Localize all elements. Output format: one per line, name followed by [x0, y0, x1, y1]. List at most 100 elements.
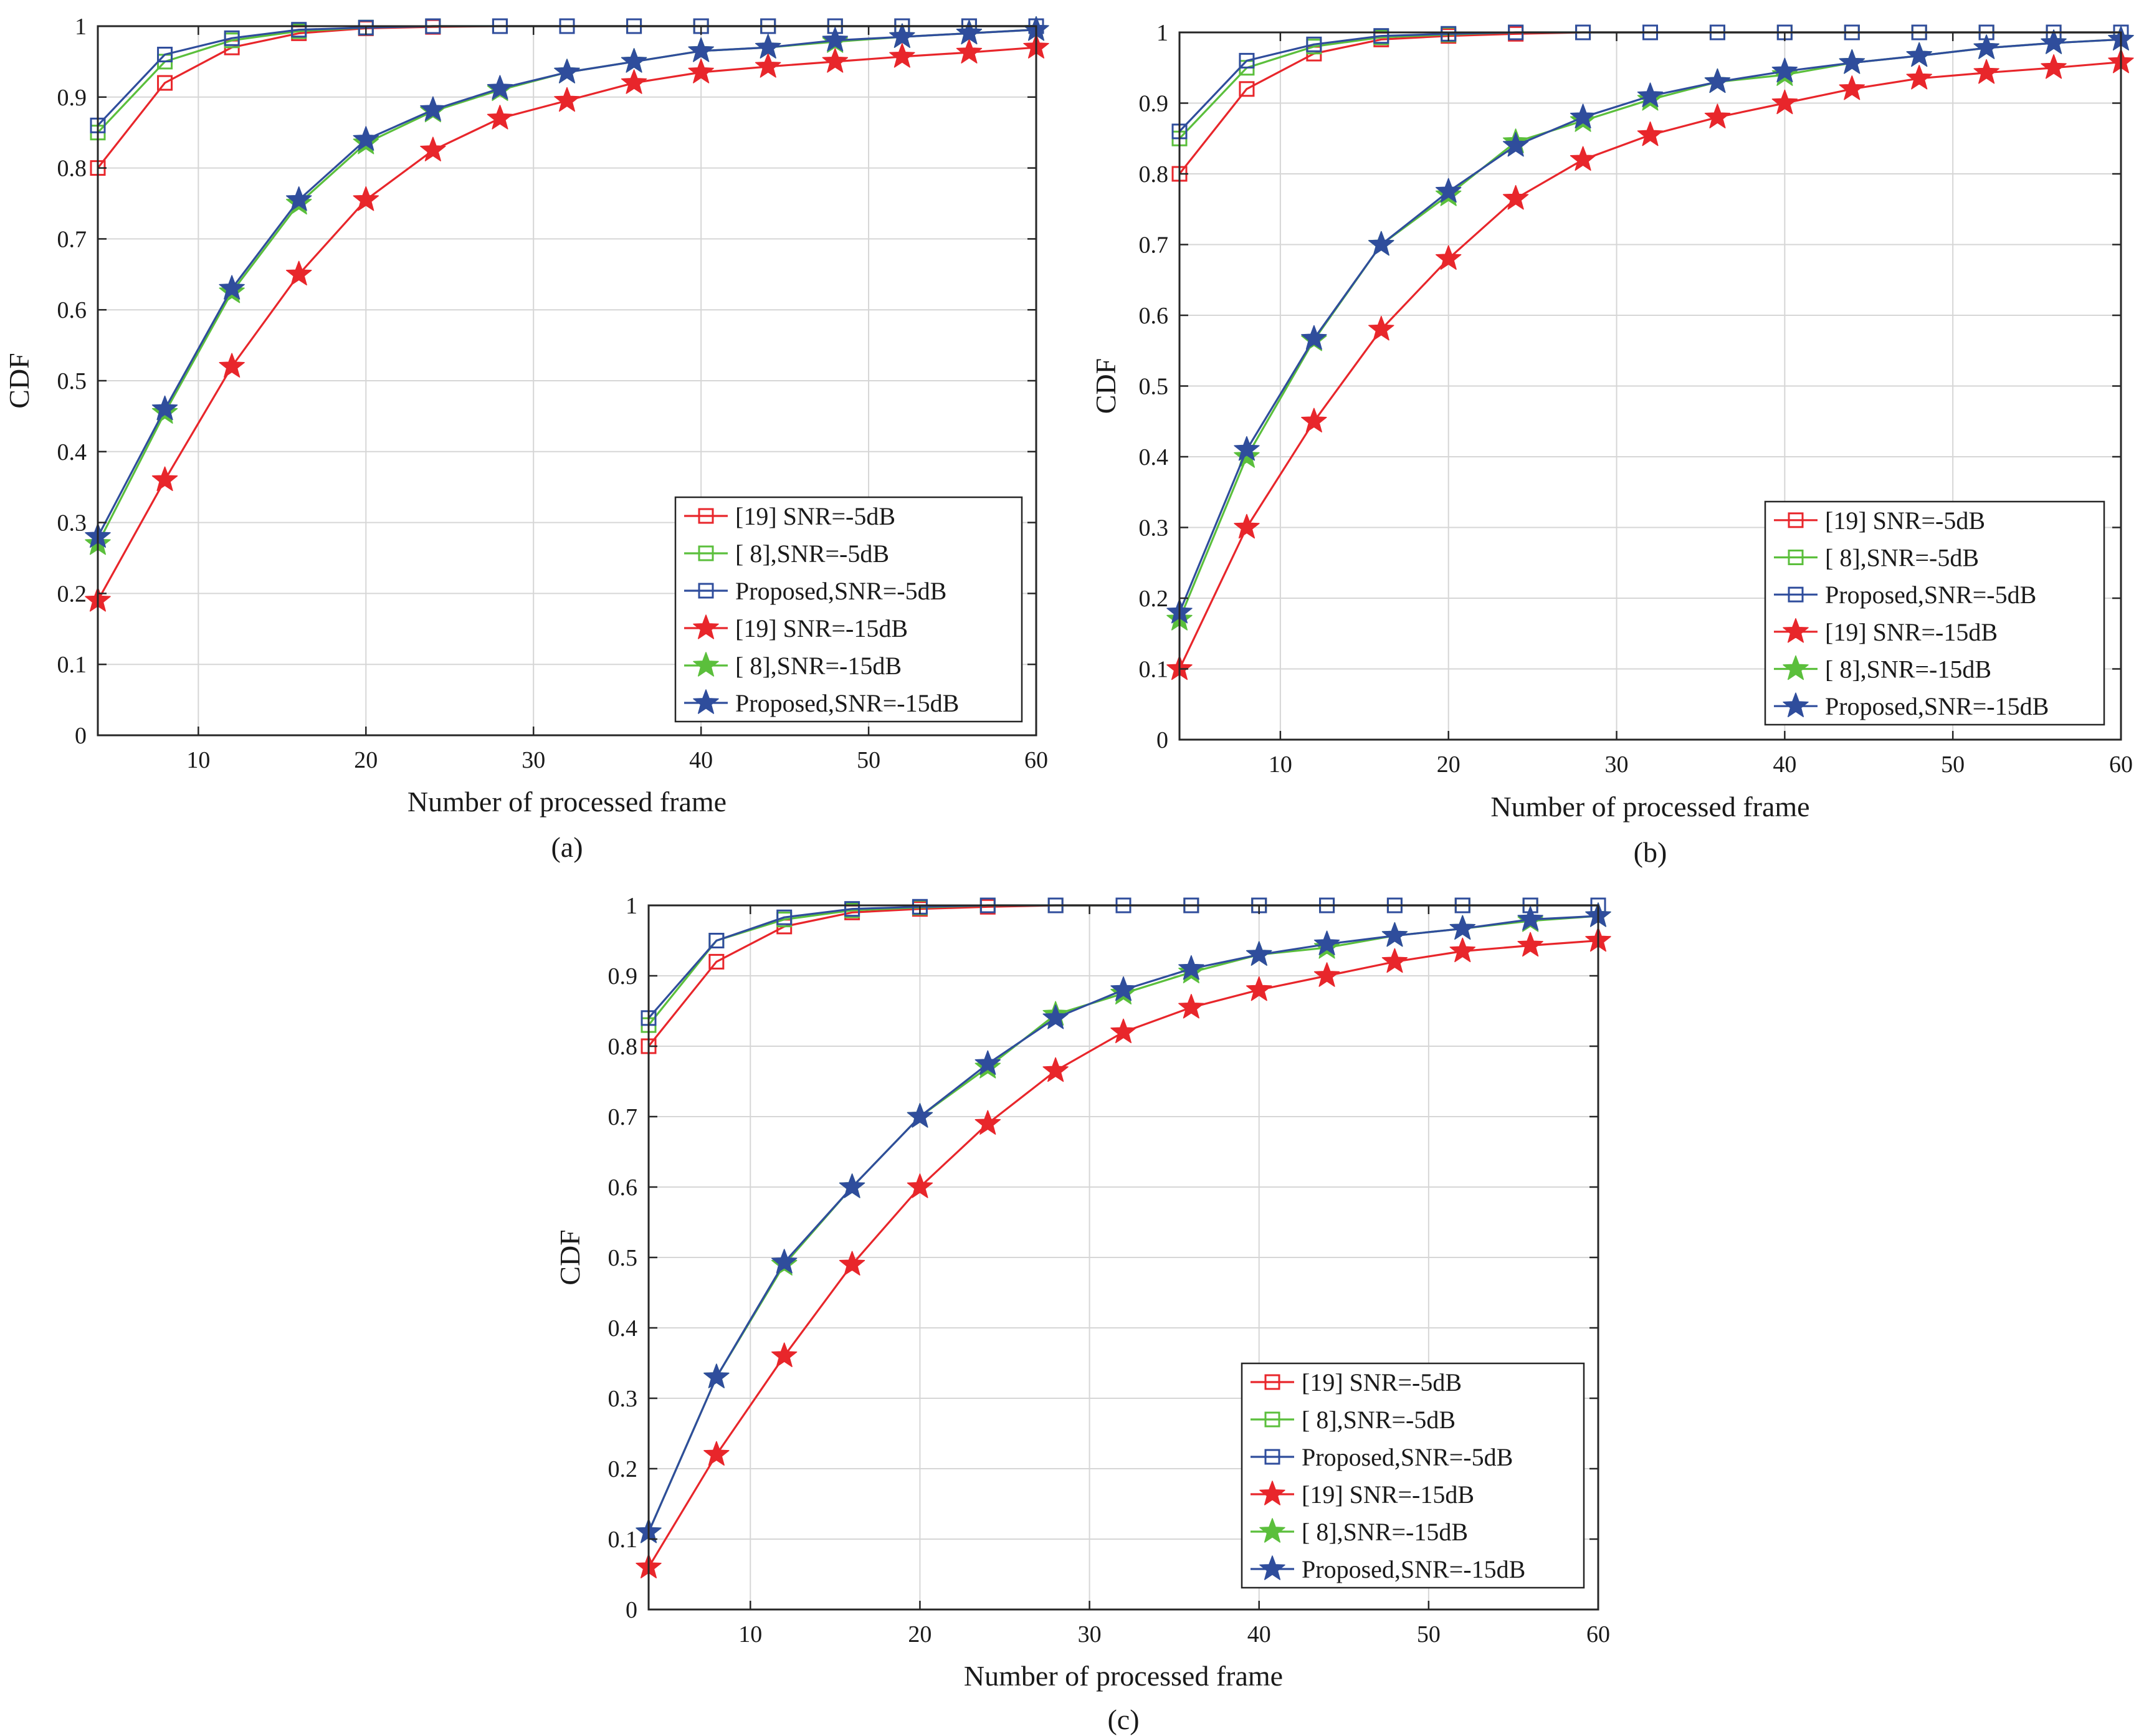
data-point — [1435, 245, 1462, 270]
data-point — [1771, 57, 1798, 83]
y-tick-label: 0.2 — [1139, 586, 1169, 612]
chart-panel-b: 10 20 30 40 50 60 0 0.1 0.2 0.3 0.4 0.5 0.6 0.7 0.8 0.9… — [1090, 20, 2134, 868]
y-tick-label: 0.4 — [57, 439, 87, 465]
data-point — [353, 186, 379, 211]
data-point — [1306, 36, 1322, 52]
data-point — [907, 1103, 933, 1128]
data-point — [554, 59, 580, 83]
data-point — [1239, 81, 1255, 97]
x-tick-label: 10 — [1269, 751, 1292, 778]
legend-marker — [693, 652, 719, 677]
data-point — [1373, 28, 1389, 44]
y-tick-label: 0.3 — [608, 1386, 638, 1412]
data-point — [703, 1363, 730, 1388]
y-tick-label: 1 — [75, 14, 87, 40]
data-point — [621, 48, 647, 73]
data-point — [1110, 976, 1136, 1001]
chart-panel-c: 10 20 30 40 50 60 0 0.1 0.2 0.3 0.4 0.5 0.6 0.7 0.8 0.9… — [554, 893, 1611, 1735]
x-tick-label: 50 — [857, 747, 880, 773]
data-point — [771, 1342, 798, 1367]
legend-marker — [1259, 1555, 1285, 1580]
data-point — [1517, 932, 1543, 957]
y-tick-label: 0.4 — [1139, 444, 1169, 470]
y-tick-label: 0.1 — [608, 1527, 638, 1553]
legend-marker — [1264, 1374, 1280, 1390]
legend-entry: [ 8],SNR=-15dB — [735, 652, 902, 680]
data-point — [1839, 49, 1865, 74]
legend-entry: [19] SNR=-15dB — [1302, 1481, 1474, 1509]
x-axis-label: Number of processed frame — [407, 786, 727, 818]
data-point — [1110, 1018, 1136, 1044]
legend: [19] SNR=-5dB [ 8],SNR=-5dB Proposed,SNR=-… — [1241, 1362, 1585, 1589]
legend-marker — [693, 614, 719, 639]
data-point — [1449, 915, 1476, 940]
data-point — [755, 34, 781, 59]
data-point — [822, 27, 849, 52]
data-point — [621, 69, 647, 94]
y-tick-label: 1 — [1156, 20, 1168, 46]
legend-marker — [1783, 655, 1809, 680]
x-tick-label: 60 — [1586, 1621, 1610, 1648]
data-point — [420, 96, 446, 122]
data-point — [1973, 34, 1999, 59]
x-tick-label: 40 — [1247, 1621, 1271, 1648]
data-point — [1704, 68, 1731, 93]
data-point — [956, 19, 983, 45]
y-tick-label: 0.2 — [57, 581, 87, 607]
data-point — [1517, 905, 1543, 931]
data-point — [1246, 976, 1272, 1001]
data-point — [839, 1173, 865, 1198]
data-point — [487, 105, 513, 130]
data-point — [1301, 325, 1327, 350]
data-point — [1178, 994, 1204, 1019]
y-tick-label: 0.9 — [1139, 91, 1169, 117]
legend-entry: Proposed,SNR=-5dB — [1302, 1443, 1513, 1471]
y-tick-label: 0.7 — [608, 1104, 638, 1130]
legend-marker — [1788, 512, 1804, 528]
data-point — [889, 23, 915, 48]
legend-entry: [ 8],SNR=-15dB — [1825, 656, 1991, 684]
data-point — [974, 1050, 1001, 1075]
y-tick-label: 0.3 — [1139, 515, 1169, 541]
data-point — [1042, 1004, 1069, 1029]
legend-marker — [1788, 586, 1804, 603]
x-tick-label: 50 — [1417, 1621, 1441, 1648]
data-point — [1313, 930, 1340, 955]
legend-entry: Proposed,SNR=-15dB — [735, 689, 959, 717]
y-tick-label: 0 — [1156, 727, 1168, 753]
data-point — [420, 136, 446, 161]
y-axis-label: CDF — [554, 1229, 586, 1285]
y-tick-label: 0.4 — [608, 1315, 638, 1342]
y-tick-label: 0.8 — [1139, 161, 1169, 188]
legend-marker — [1259, 1518, 1285, 1543]
data-point — [157, 75, 173, 91]
x-tick-label: 30 — [1605, 751, 1629, 778]
data-point — [219, 353, 245, 378]
data-point — [353, 126, 379, 151]
data-point — [844, 901, 860, 917]
data-point — [688, 37, 714, 62]
data-point — [151, 466, 178, 492]
legend-marker — [1788, 550, 1804, 565]
data-point — [1906, 42, 1932, 67]
legend-entry: [ 8],SNR=-5dB — [1302, 1406, 1456, 1434]
data-point — [157, 47, 173, 63]
y-tick-label: 0.7 — [1139, 232, 1169, 259]
legend-entry: [19] SNR=-5dB — [735, 502, 895, 530]
legend-entry: Proposed,SNR=-15dB — [1302, 1555, 1525, 1583]
y-axis-label: CDF — [3, 353, 35, 408]
x-tick-label: 30 — [1078, 1621, 1102, 1648]
data-point — [1570, 146, 1596, 171]
data-point — [1368, 315, 1394, 341]
legend-marker — [1264, 1411, 1280, 1428]
data-point — [554, 87, 580, 112]
x-tick-label: 30 — [522, 747, 545, 773]
data-point — [224, 30, 240, 46]
legend-entry: [19] SNR=-5dB — [1825, 507, 1985, 535]
legend-entry: Proposed,SNR=-5dB — [1825, 581, 2036, 609]
data-point — [1449, 937, 1476, 963]
x-tick-label: 20 — [908, 1621, 932, 1648]
y-tick-label: 0.3 — [57, 510, 87, 537]
data-point — [2041, 29, 2067, 54]
data-point — [1239, 52, 1255, 69]
